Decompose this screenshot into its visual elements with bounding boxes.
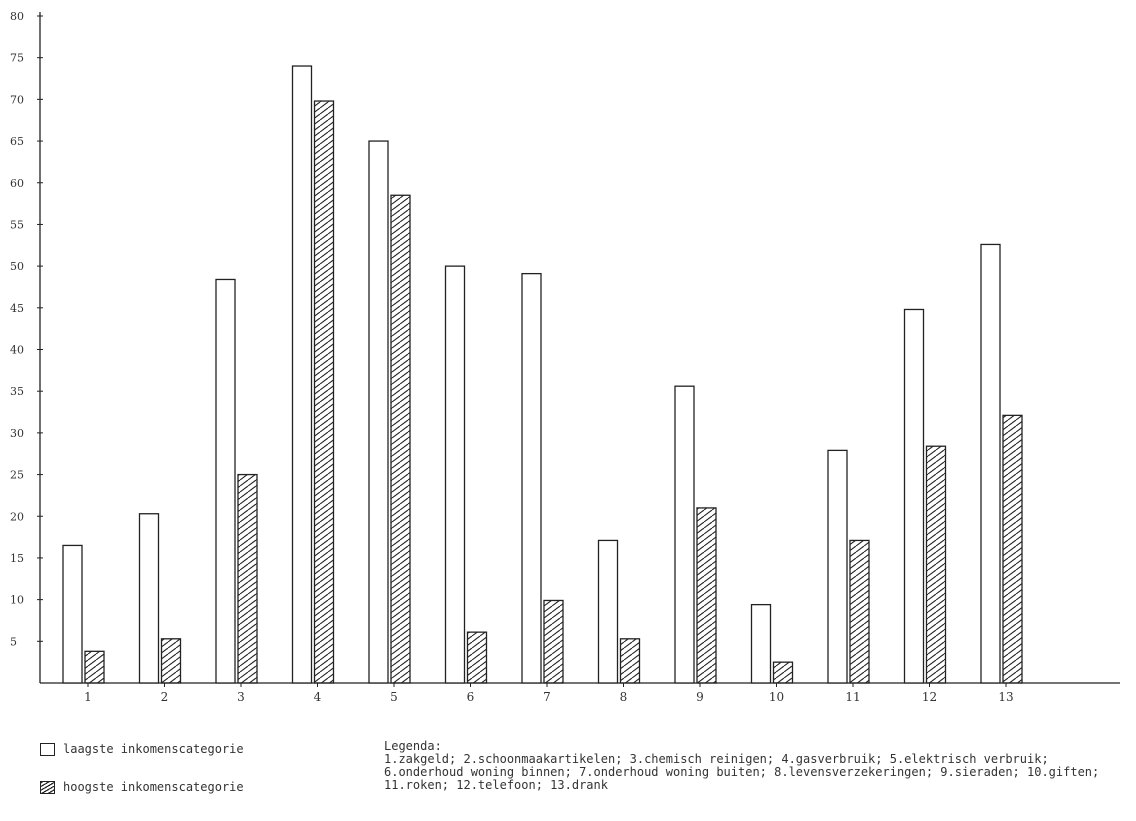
bar-laagste xyxy=(215,278,236,684)
y-tick-label: 60 xyxy=(10,177,24,190)
bar-hoogste xyxy=(160,638,182,684)
bar-laagste xyxy=(597,539,619,684)
legend-key-label: laagste inkomenscategorie xyxy=(63,742,244,756)
x-tick-label: 9 xyxy=(696,690,704,704)
bar-laagste xyxy=(138,513,160,684)
y-tick-label: 70 xyxy=(10,93,24,106)
legend-notes-text: 1.zakgeld; 2.schoonmaakartikelen; 3.chem… xyxy=(384,752,1100,792)
y-tick-label: 40 xyxy=(10,344,24,357)
bar-hoogste xyxy=(543,599,564,684)
bar-hoogste xyxy=(237,473,258,684)
bar-laagste xyxy=(62,544,83,684)
y-tick-label: 20 xyxy=(10,510,24,523)
x-tick-label: 11 xyxy=(845,690,860,704)
bar-hoogste xyxy=(390,194,411,684)
y-tick-label: 65 xyxy=(10,135,24,148)
x-tick-label: 5 xyxy=(390,690,398,704)
legend-key-laagste: laagste inkomenscategorie xyxy=(40,742,244,756)
bar-laagste xyxy=(674,385,695,684)
hatched-swatch-icon xyxy=(40,780,55,794)
bar-hoogste xyxy=(466,631,488,684)
x-tick-label: 4 xyxy=(314,690,322,704)
bar-laagste xyxy=(827,449,848,684)
bar-hoogste xyxy=(313,100,335,684)
y-tick-label: 45 xyxy=(10,302,24,315)
bar-laagste xyxy=(444,265,466,684)
legend-key-label: hoogste inkomenscategorie xyxy=(63,780,244,794)
y-tick-label: 25 xyxy=(10,469,24,482)
bar-hoogste xyxy=(1002,414,1023,684)
bar-hoogste xyxy=(619,638,641,684)
bar-laagste xyxy=(980,243,1001,684)
bar-laagste xyxy=(521,272,542,684)
y-tick-label: 35 xyxy=(10,385,24,398)
y-tick-label: 30 xyxy=(10,427,24,440)
x-tick-label: 3 xyxy=(237,690,245,704)
bar-laagste xyxy=(368,140,389,684)
x-tick-label: 7 xyxy=(543,690,551,704)
bar-hoogste xyxy=(849,539,870,684)
bars xyxy=(62,65,1023,684)
bar-laagste xyxy=(903,308,925,684)
legend-notes: Legenda: 1.zakgeld; 2.schoonmaakartikele… xyxy=(384,740,1124,792)
y-tick-label: 10 xyxy=(10,594,24,607)
x-tick-label: 8 xyxy=(620,690,628,704)
y-tick-label: 80 xyxy=(10,10,24,23)
y-tick-label: 5 xyxy=(10,635,17,648)
bar-hoogste xyxy=(84,650,105,684)
bar-laagste xyxy=(291,65,313,684)
x-tick-label: 6 xyxy=(467,690,475,704)
legend-notes-title: Legenda: xyxy=(384,739,442,753)
x-tick-label: 12 xyxy=(922,690,937,704)
bar-laagste xyxy=(750,603,772,684)
x-tick-label: 10 xyxy=(769,690,784,704)
x-tick-label: 13 xyxy=(998,690,1013,704)
y-tick-label: 15 xyxy=(10,552,24,565)
open-swatch-icon xyxy=(40,742,55,756)
y-tick-label: 55 xyxy=(10,218,24,231)
bar-hoogste xyxy=(772,661,794,684)
y-tick-label: 75 xyxy=(10,52,24,65)
y-tick-label: 50 xyxy=(10,260,24,273)
bar-hoogste xyxy=(696,507,717,684)
y-axis: 5 10 15 20 25 30 35 40 45 50 55 60 65 70 75 80 xyxy=(10,10,43,683)
x-tick-label: 2 xyxy=(161,690,169,704)
bar-hoogste xyxy=(925,445,947,684)
x-axis: 1 2 3 4 5 6 7 8 9 10 11 12 13 xyxy=(40,682,1120,704)
x-tick-label: 1 xyxy=(84,690,92,704)
legend-key-hoogste: hoogste inkomenscategorie xyxy=(40,780,244,794)
